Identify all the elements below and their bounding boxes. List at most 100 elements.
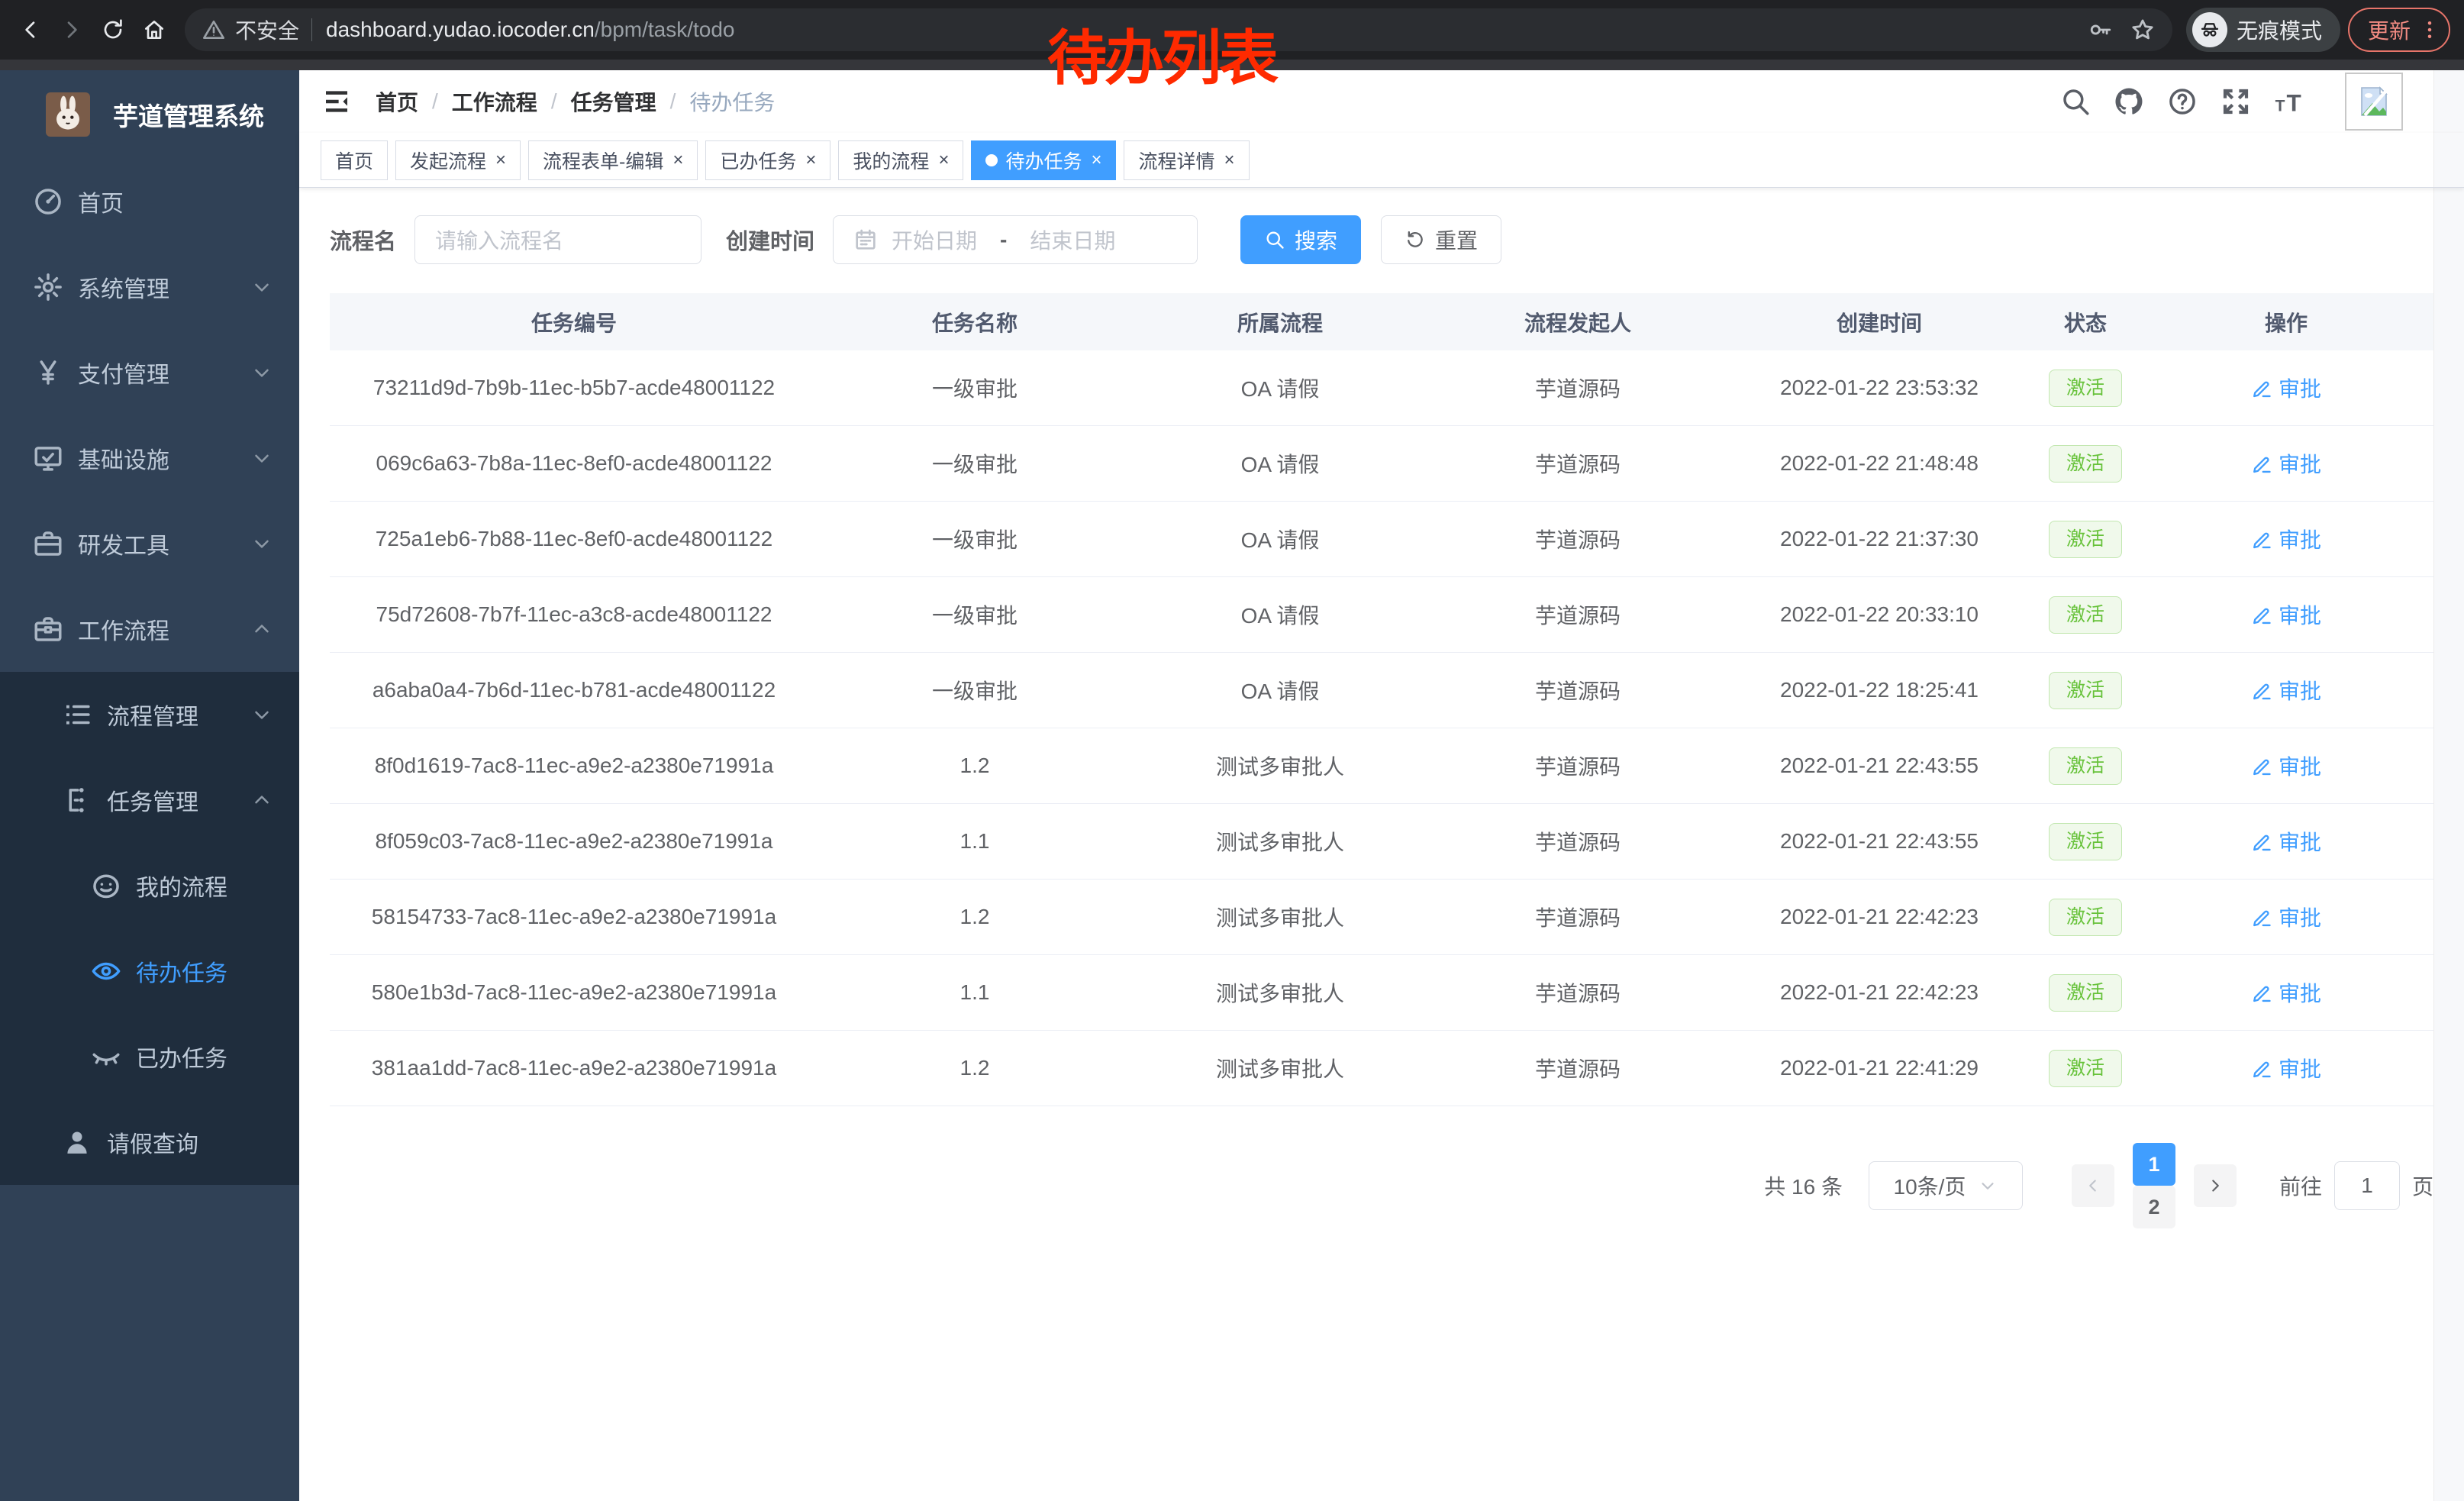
sidebar-item-已办任务[interactable]: 已办任务 — [0, 1014, 299, 1099]
forward-icon[interactable] — [55, 13, 89, 47]
page-button-1[interactable]: 1 — [2132, 1143, 2175, 1186]
url-bar[interactable]: 不安全 dashboard.yudao.iocoder.cn/bpm/task/… — [185, 8, 2172, 51]
kebab-menu-icon[interactable] — [2418, 18, 2441, 41]
url-host: dashboard.yudao.iocoder.cn — [326, 18, 595, 41]
cell: 73211d9d-7b9b-11ec-b5b7-acde48001122 — [373, 376, 776, 399]
cell-status: 激活 — [2032, 955, 2139, 1030]
sidebar-item-系统管理[interactable]: 系统管理 — [0, 244, 299, 330]
table-row: 725a1eb6-7b88-11ec-8ef0-acde48001122 一级审批… — [330, 502, 2433, 577]
tab-流程表单-编辑[interactable]: 流程表单-编辑 × — [528, 140, 698, 180]
process-name-input[interactable]: 请输入流程名 — [414, 215, 702, 264]
incognito-label: 无痕模式 — [2236, 19, 2322, 43]
cell: OA 请假 — [1240, 377, 1320, 401]
approve-link[interactable]: 审批 — [2251, 373, 2321, 403]
sidebar-menu: 首页 系统管理 支付管理 基础设施 研发工具 工作流程 流程管理 任务管理我的流程待办任务已办… — [0, 159, 299, 1185]
incognito-icon — [2191, 12, 2227, 47]
todo-task-table: 任务编号 任务名称 所属流程 流程发起人 创建时间 状态 操作 73211d9d-7b9b-1… — [330, 293, 2433, 1106]
tab-close-icon[interactable]: × — [938, 149, 950, 170]
breadcrumb-item[interactable]: 工作流程 — [451, 91, 537, 115]
toolbox-icon — [32, 528, 64, 560]
cell: 芋道源码 — [1534, 982, 1621, 1006]
next-page-button[interactable] — [2193, 1164, 2237, 1207]
incognito-badge: 无痕模式 — [2185, 8, 2340, 52]
date-range-picker[interactable]: 开始日期 - 结束日期 — [833, 215, 1198, 264]
sidebar-item-流程管理[interactable]: 流程管理 — [0, 672, 299, 757]
cell: 2022-01-22 18:25:41 — [1780, 678, 1979, 702]
briefcase-icon — [32, 613, 64, 645]
approve-link[interactable]: 审批 — [2251, 524, 2321, 554]
star-icon[interactable] — [2130, 17, 2156, 43]
approve-link[interactable]: 审批 — [2251, 826, 2321, 857]
tab-已办任务[interactable]: 已办任务 × — [705, 140, 831, 180]
reset-button[interactable]: 重置 — [1381, 215, 1502, 264]
search-button[interactable]: 搜索 — [1240, 215, 1362, 264]
approve-link[interactable]: 审批 — [2251, 599, 2321, 630]
tab-发起流程[interactable]: 发起流程 × — [395, 140, 521, 180]
sidebar-item-label: 请假查询 — [107, 1132, 198, 1157]
column-header-创建时间: 创建时间 — [1836, 311, 1922, 335]
sidebar-item-首页[interactable]: 首页 — [0, 159, 299, 244]
sidebar-item-支付管理[interactable]: 支付管理 — [0, 330, 299, 415]
sidebar: 芋道管理系统 首页 系统管理 支付管理 基础设施 研发工具 工作流程 流程管理 任务管理 我的流… — [0, 70, 299, 1501]
cell: 75d72608-7b7f-11ec-a3c8-acde48001122 — [376, 602, 772, 626]
search-icon[interactable] — [2059, 86, 2091, 118]
cell: a6aba0a4-7b6d-11ec-b781-acde48001122 — [372, 678, 776, 702]
tab-close-icon[interactable]: × — [1224, 149, 1235, 170]
fullscreen-icon[interactable] — [2220, 86, 2252, 118]
sidebar-item-我的流程[interactable]: 我的流程 — [0, 843, 299, 928]
sidebar-item-label: 我的流程 — [136, 876, 227, 901]
tab-close-icon[interactable]: × — [672, 149, 684, 170]
page-size-select[interactable]: 10条/页 — [1868, 1161, 2023, 1210]
breadcrumb-item[interactable]: 首页 — [376, 91, 419, 115]
tab-流程详情[interactable]: 流程详情 × — [1124, 140, 1250, 180]
key-icon[interactable] — [2087, 17, 2113, 43]
approve-link[interactable]: 审批 — [2251, 1053, 2321, 1083]
prev-page-button[interactable] — [2071, 1164, 2114, 1207]
update-button[interactable]: 更新 — [2347, 8, 2450, 52]
reload-icon[interactable] — [96, 13, 130, 47]
range-separator: - — [1000, 228, 1008, 251]
sidebar-item-请假查询[interactable]: 请假查询 — [0, 1099, 299, 1185]
task-tree-icon — [61, 784, 93, 816]
approve-link-label: 审批 — [2278, 1057, 2321, 1081]
cell: 芋道源码 — [1534, 453, 1621, 476]
breadcrumb-item[interactable]: 任务管理 — [570, 91, 656, 115]
tab-待办任务[interactable]: 待办任务 × — [971, 140, 1117, 180]
goto-page-input[interactable]: 1 — [2333, 1161, 2400, 1210]
github-icon[interactable] — [2113, 86, 2145, 118]
help-icon[interactable] — [2166, 86, 2198, 118]
page-button-2[interactable]: 2 — [2132, 1186, 2175, 1228]
approve-link[interactable]: 审批 — [2251, 977, 2321, 1008]
avatar[interactable] — [2345, 73, 2403, 131]
url-path: /bpm/task/todo — [594, 18, 735, 41]
sidebar-item-基础设施[interactable]: 基础设施 — [0, 415, 299, 501]
approve-link[interactable]: 审批 — [2251, 448, 2321, 479]
cell-action: 审批 — [2139, 653, 2433, 728]
home-icon[interactable] — [137, 13, 171, 47]
back-icon[interactable] — [14, 13, 47, 47]
sidebar-item-工作流程[interactable]: 工作流程 — [0, 586, 299, 672]
approve-link-label: 审批 — [2278, 982, 2321, 1006]
sidebar-item-label: 已办任务 — [136, 1047, 227, 1072]
cell: 一级审批 — [931, 377, 1018, 401]
approve-link-label: 审批 — [2278, 755, 2321, 779]
approve-link[interactable]: 审批 — [2251, 750, 2321, 781]
tab-close-icon[interactable]: × — [805, 149, 817, 170]
tab-close-icon[interactable]: × — [1091, 149, 1102, 170]
collapse-sidebar-icon[interactable] — [321, 86, 353, 118]
cell: 381aa1dd-7ac8-11ec-a9e2-a2380e71991a — [371, 1056, 777, 1080]
sidebar-item-待办任务[interactable]: 待办任务 — [0, 928, 299, 1014]
chevron-down-icon — [250, 703, 273, 726]
tab-首页[interactable]: 首页 — [321, 140, 389, 180]
sidebar-item-任务管理[interactable]: 任务管理 — [0, 757, 299, 843]
cell: 芋道源码 — [1534, 831, 1621, 854]
tab-我的流程[interactable]: 我的流程 × — [838, 140, 964, 180]
tab-close-icon[interactable]: × — [495, 149, 507, 170]
scrollbar-track[interactable] — [2433, 70, 2464, 1501]
approve-link[interactable]: 审批 — [2251, 902, 2321, 932]
annotation-overlay: 待办列表 — [1047, 24, 1279, 92]
cell-action: 审批 — [2139, 728, 2433, 803]
approve-link[interactable]: 审批 — [2251, 675, 2321, 705]
sidebar-item-研发工具[interactable]: 研发工具 — [0, 501, 299, 586]
